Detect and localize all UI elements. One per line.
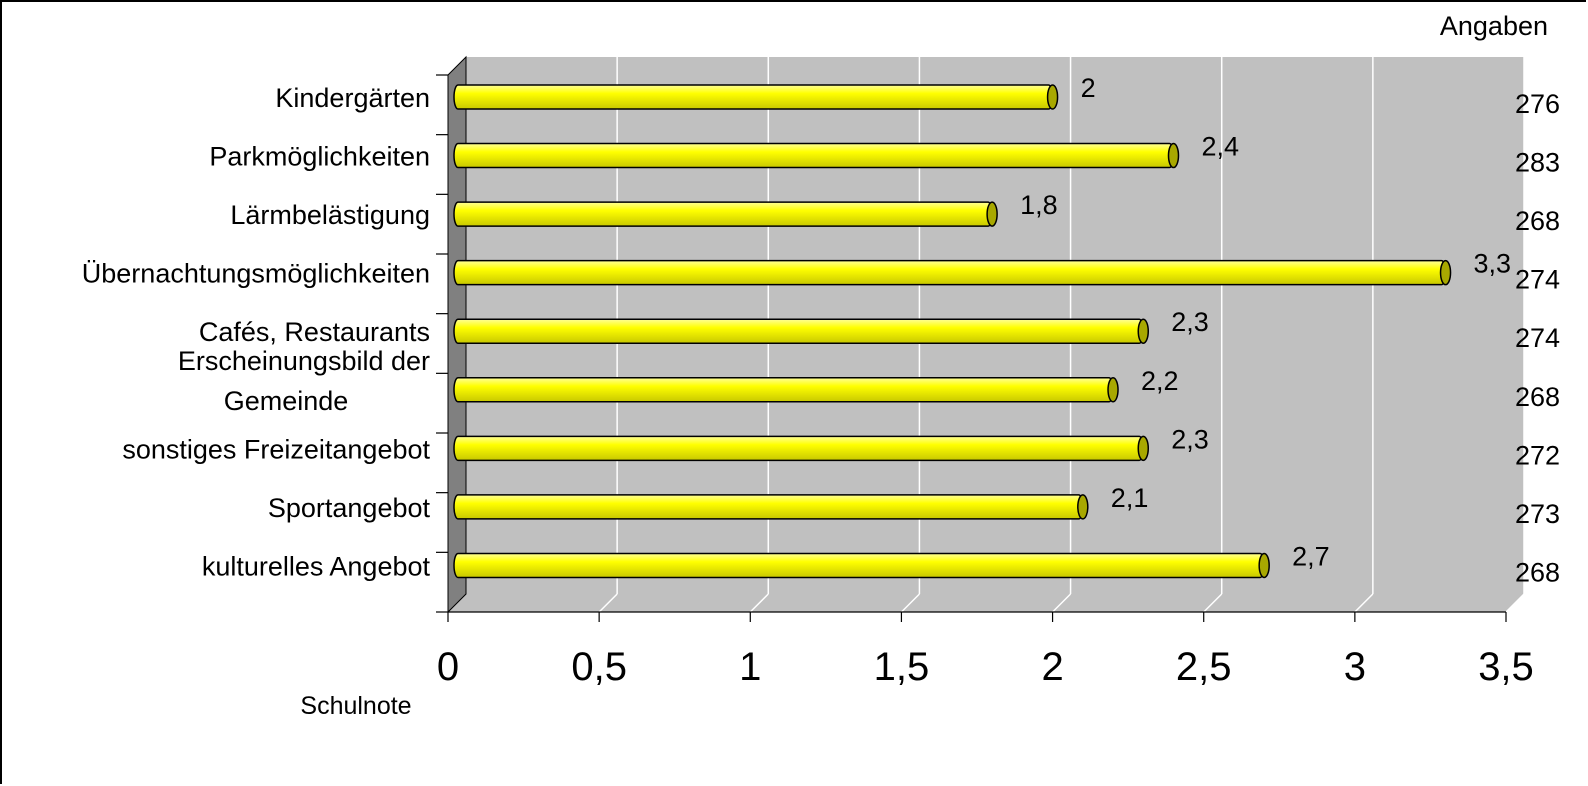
bar	[453, 84, 1059, 110]
bar	[453, 435, 1150, 462]
bar-body	[453, 552, 1265, 579]
bar-end-cap	[1137, 318, 1150, 344]
category-label: sonstiges Freizeitangebot	[122, 434, 430, 464]
x-tick-label: 3	[1344, 645, 1366, 689]
gridline-floor	[900, 593, 920, 613]
bar-end-cap	[1046, 84, 1059, 110]
category-label-line: Erscheinungsbild der	[178, 346, 430, 376]
angaben-value: 273	[1515, 499, 1560, 529]
value-labels: 2 2,4 1,8 3,3 2,3 2,2 2,3 2,1 2,7	[1020, 73, 1511, 571]
value-label: 2,1	[1111, 483, 1149, 513]
value-label: 3,3	[1474, 249, 1512, 279]
bar-end-cap	[986, 201, 998, 227]
x-axis-label: Schulnote	[300, 692, 411, 720]
value-label: 1,8	[1020, 190, 1058, 220]
bar	[453, 552, 1270, 579]
angaben-column: 276 283 268 274 274 268 272 273 268	[1515, 89, 1560, 587]
value-label: 2	[1081, 73, 1096, 103]
value-label: 2,2	[1141, 366, 1179, 396]
angaben-value: 272	[1515, 440, 1560, 470]
angaben-value: 268	[1515, 557, 1560, 587]
category-label-line: Gemeinde	[224, 386, 349, 416]
x-tick-label: 1,5	[874, 645, 930, 689]
category-label: Lärmbelästigung	[230, 200, 430, 230]
category-label: Übernachtungsmöglichkeiten	[82, 259, 430, 289]
gridline-floor	[1354, 593, 1374, 613]
angaben-value: 268	[1515, 382, 1560, 412]
gridline-floor	[598, 593, 618, 613]
angaben-header: Angaben	[1440, 11, 1548, 41]
bar-end-cap	[1439, 259, 1452, 286]
bar	[453, 201, 998, 227]
x-tick-label: 0,5	[571, 645, 627, 689]
x-tick-label: 1	[739, 645, 761, 689]
bar-body	[453, 259, 1447, 286]
angaben-value: 276	[1515, 89, 1560, 119]
bar-body	[453, 142, 1175, 169]
gridline-floor	[749, 593, 769, 613]
bar-body	[453, 84, 1054, 110]
value-label: 2,7	[1292, 541, 1330, 571]
gridline-floor	[1203, 593, 1223, 613]
gridline-floor	[1505, 593, 1525, 613]
bar-body	[453, 435, 1145, 462]
x-tick-label: 2	[1041, 645, 1063, 689]
x-tick-label: 0	[437, 645, 459, 689]
category-label: Cafés, Restaurants	[199, 317, 430, 347]
value-label: 2,3	[1171, 424, 1209, 454]
bar-body	[453, 377, 1114, 403]
bar	[453, 318, 1150, 344]
category-label: Sportangebot	[268, 493, 431, 523]
bar-end-cap	[1258, 552, 1270, 579]
x-tick-label: 3,5	[1478, 645, 1534, 689]
x-tick-label: 2,5	[1176, 645, 1232, 689]
angaben-value: 268	[1515, 206, 1560, 236]
angaben-value: 283	[1515, 148, 1560, 178]
bar-end-cap	[1077, 494, 1089, 520]
bar-body	[453, 494, 1084, 520]
category-label: kulturelles Angebot	[202, 551, 431, 581]
bar	[453, 377, 1119, 403]
category-label: Kindergärten	[275, 83, 430, 113]
value-label: 2,4	[1201, 132, 1239, 162]
bar-body	[453, 318, 1145, 344]
gridline-floor	[1052, 593, 1072, 613]
category-label: Parkmöglichkeiten	[209, 142, 430, 172]
bar-end-cap	[1167, 142, 1180, 169]
x-axis: 0 0,5 1 1,5 2 2,5 3 3,5	[437, 611, 1534, 689]
angaben-value: 274	[1515, 265, 1560, 295]
bar-end-cap	[1137, 435, 1150, 462]
bar-body	[453, 201, 993, 227]
angaben-value: 274	[1515, 323, 1560, 353]
category-labels: Kindergärten Parkmöglichkeiten Lärmbelästi…	[82, 83, 431, 581]
bars	[453, 84, 1452, 579]
bar-end-cap	[1107, 377, 1119, 403]
bar	[453, 494, 1089, 520]
bar	[453, 142, 1180, 169]
value-label: 2,3	[1171, 307, 1209, 337]
bar	[453, 259, 1452, 286]
